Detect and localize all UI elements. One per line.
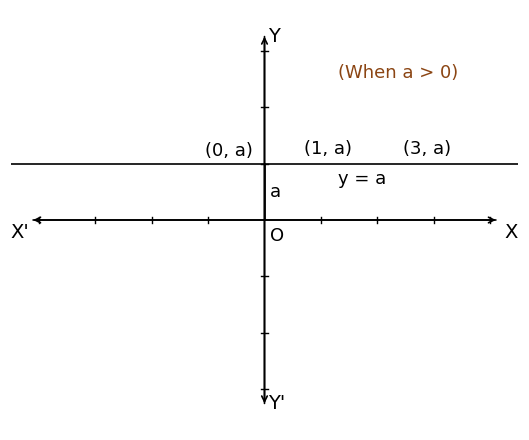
Text: X': X'	[11, 223, 29, 242]
Text: (0, a): (0, a)	[205, 142, 253, 160]
Text: Y: Y	[268, 27, 280, 46]
Text: O: O	[270, 227, 284, 245]
Text: (3, a): (3, a)	[403, 140, 451, 158]
Text: X: X	[504, 223, 518, 242]
Text: (When a > 0): (When a > 0)	[338, 64, 458, 82]
Text: a: a	[270, 183, 281, 201]
Text: (1, a): (1, a)	[304, 140, 352, 158]
Text: y = a: y = a	[338, 170, 386, 188]
Text: Y': Y'	[268, 394, 285, 413]
